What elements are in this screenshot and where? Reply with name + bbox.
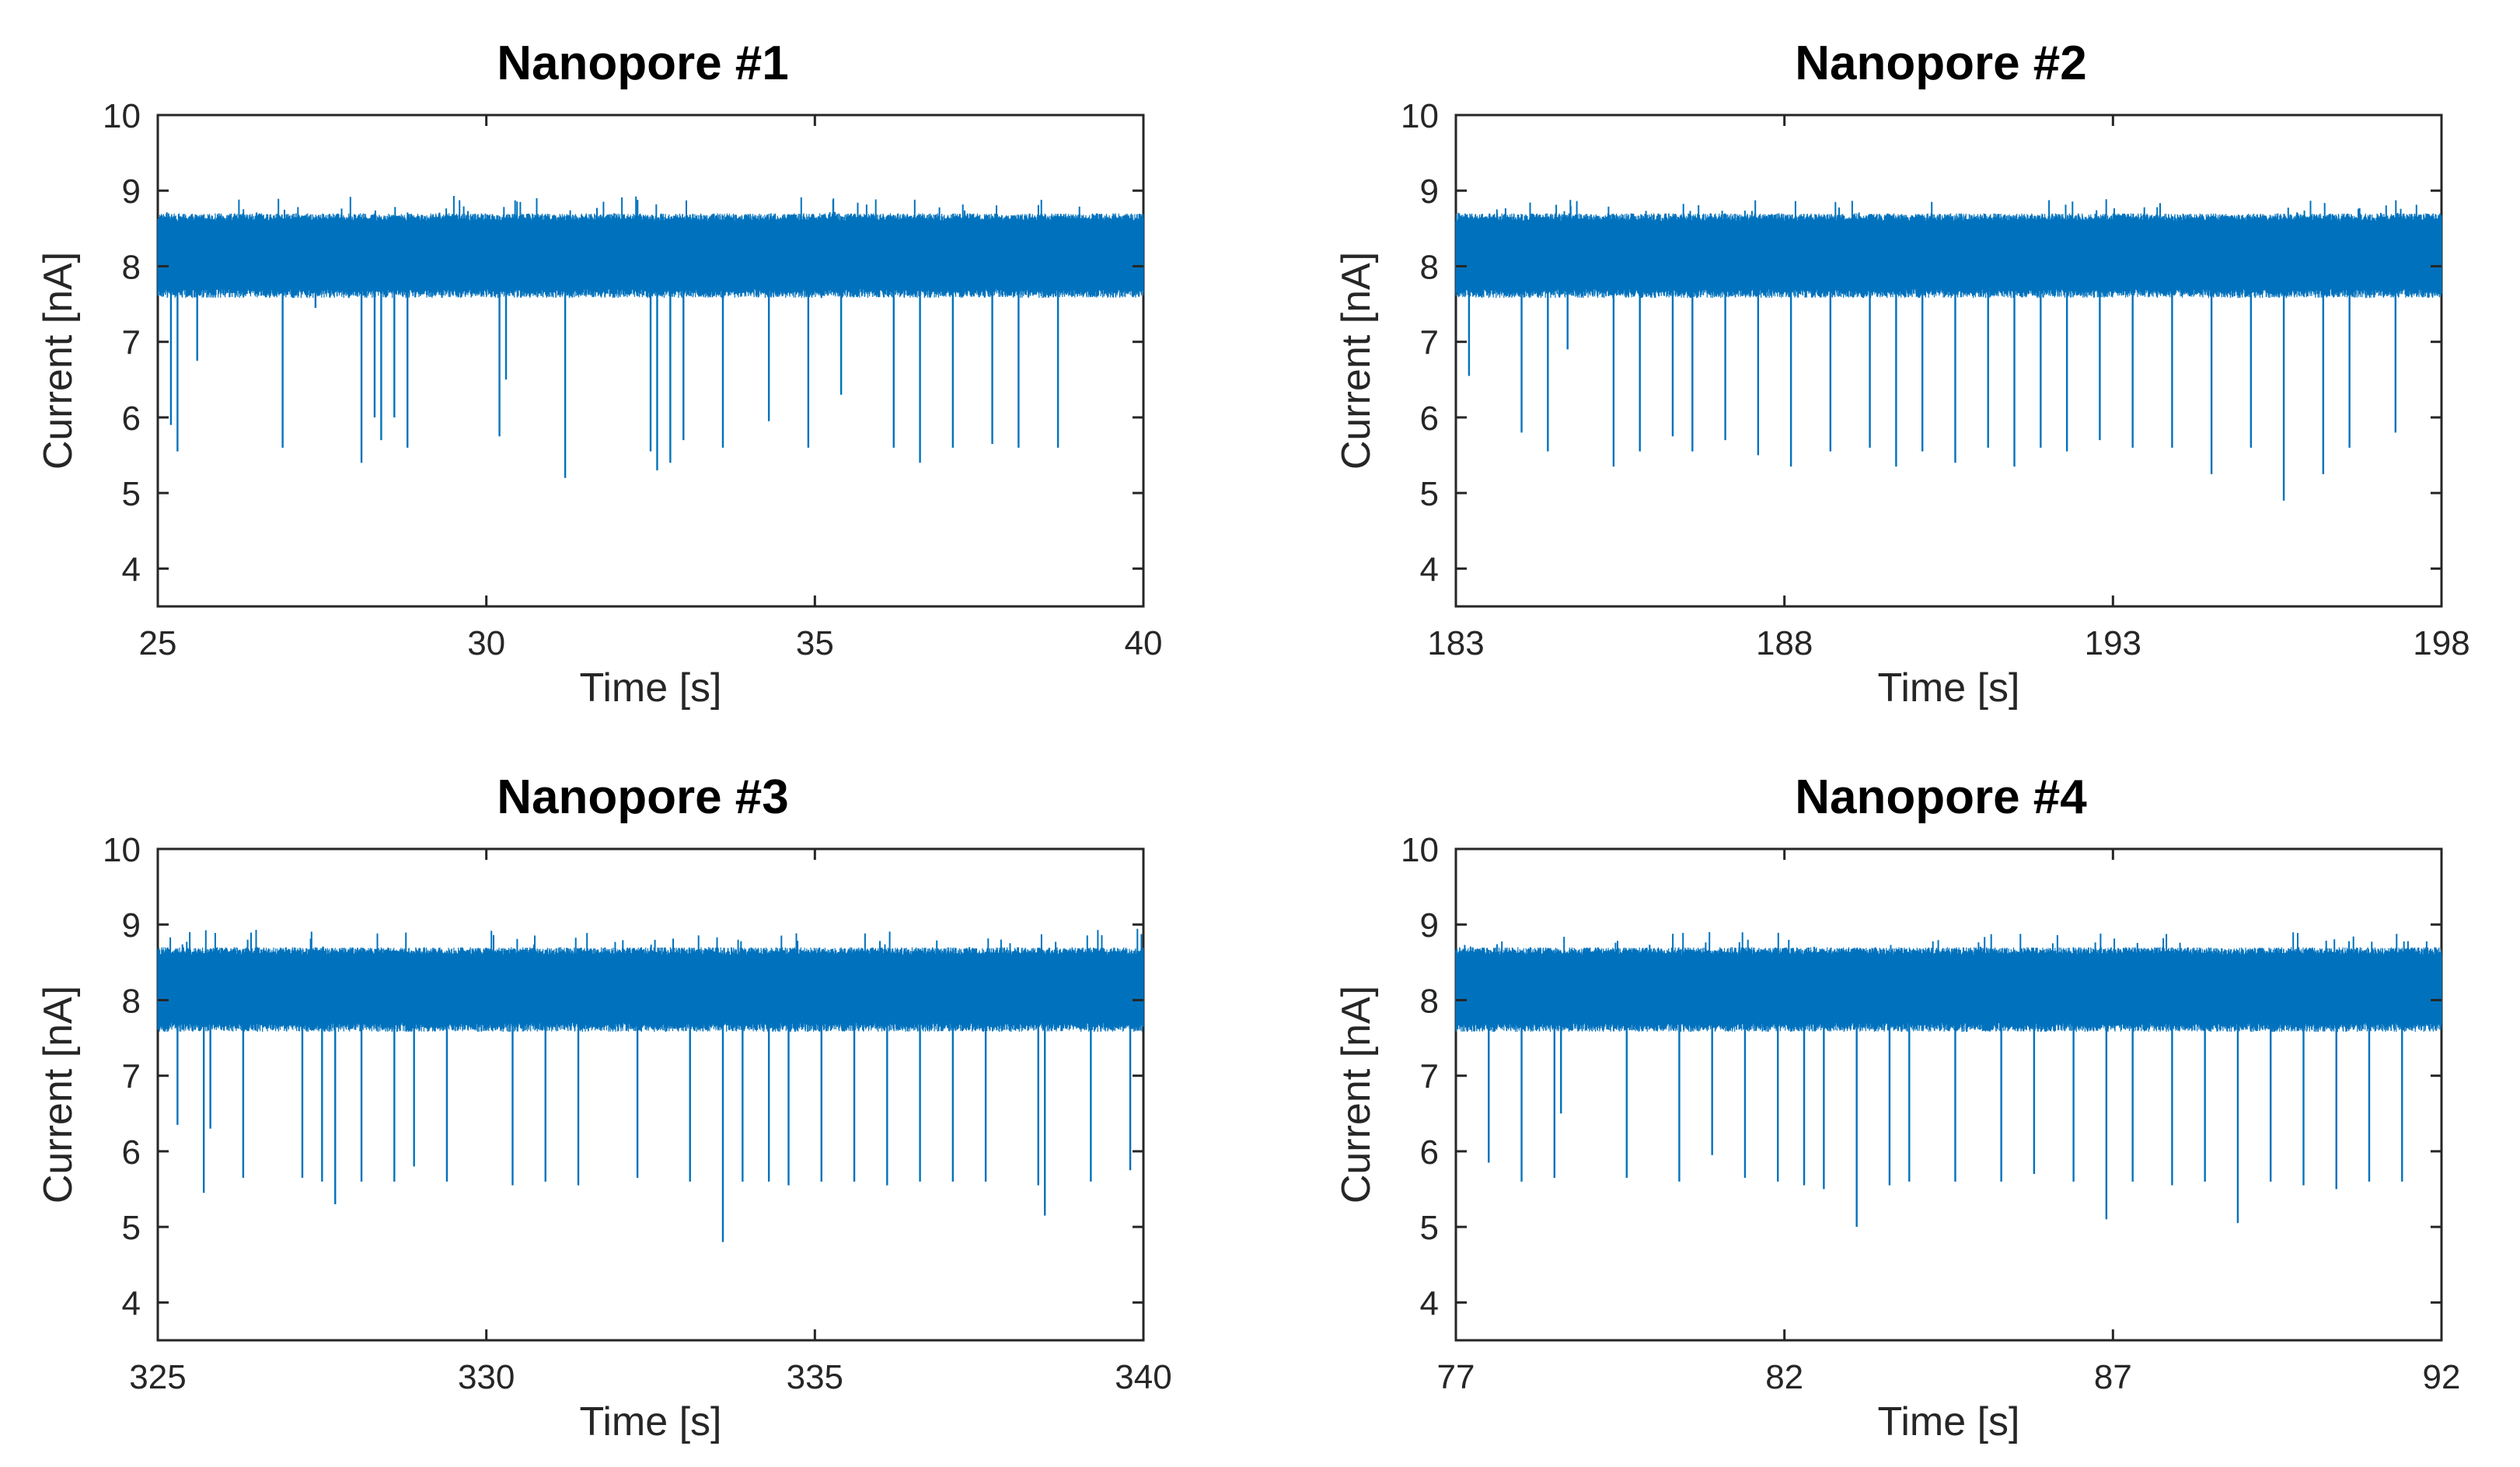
y-tick-label: 9 — [1420, 906, 1439, 945]
panel-title: Nanopore #3 — [497, 770, 789, 824]
y-tick-label: 9 — [122, 173, 141, 211]
tick-group: 183 188 193 198 4 5 6 7 8 9 10 — [1401, 97, 2470, 662]
x-tick-label: 340 — [1115, 1358, 1171, 1396]
y-tick-label: 6 — [1420, 400, 1439, 438]
x-tick-label: 82 — [1765, 1358, 1803, 1396]
tick-group: 325 330 335 340 4 5 6 7 8 9 10 — [103, 831, 1172, 1396]
y-tick-label: 4 — [1420, 550, 1439, 589]
y-tick-label: 10 — [103, 831, 141, 869]
panel-title: Nanopore #1 — [497, 37, 789, 90]
y-tick-label: 7 — [1420, 324, 1439, 362]
x-tick-label: 25 — [139, 624, 177, 662]
x-tick-label: 35 — [796, 624, 834, 662]
y-tick-label: 8 — [1420, 248, 1439, 286]
y-tick-label: 6 — [122, 1133, 141, 1172]
y-tick-label: 4 — [1420, 1284, 1439, 1322]
x-tick-label: 40 — [1125, 624, 1163, 662]
x-tick-label: 87 — [2094, 1358, 2132, 1396]
panel-nanopore-2: Nanopore #2 183 188 193 198 4 5 6 7 8 9 10 Time [s… — [1334, 37, 2470, 711]
y-axis-label: Current [nA] — [36, 252, 81, 470]
y-tick-label: 4 — [122, 1284, 141, 1322]
x-axis-label: Time [s] — [580, 665, 722, 711]
plot-area — [156, 847, 1145, 1342]
y-tick-label: 5 — [1420, 475, 1439, 513]
x-axis-label: Time [s] — [1878, 665, 2020, 711]
y-tick-label: 8 — [122, 982, 141, 1020]
x-axis-label: Time [s] — [580, 1399, 722, 1444]
trace-group — [1455, 932, 2442, 1228]
y-tick-label: 8 — [1420, 982, 1439, 1020]
x-axis-label: Time [s] — [1878, 1399, 2020, 1444]
panel-nanopore-3: Nanopore #3 325 330 335 340 4 5 6 7 8 9 10 Time [s… — [36, 770, 1172, 1444]
y-tick-label: 7 — [1420, 1058, 1439, 1096]
baseline-noise-trace — [1455, 213, 2442, 299]
y-tick-label: 5 — [122, 1209, 141, 1247]
y-tick-label: 6 — [1420, 1133, 1439, 1172]
trace-group — [157, 196, 1144, 478]
tick-group: 77 82 87 92 4 5 6 7 8 9 10 — [1401, 831, 2460, 1396]
y-tick-label: 6 — [122, 400, 141, 438]
baseline-noise-trace — [1455, 947, 2442, 1032]
y-tick-label: 8 — [122, 248, 141, 286]
panel-nanopore-4: Nanopore #4 77 82 87 92 4 5 6 7 8 9 10 Time [s] Cu… — [1334, 770, 2460, 1444]
y-tick-label: 7 — [122, 324, 141, 362]
upward-spikes — [1464, 932, 2428, 955]
y-axis-label: Current [nA] — [1334, 252, 1379, 470]
x-tick-label: 92 — [2423, 1358, 2461, 1396]
x-tick-label: 30 — [467, 624, 505, 662]
y-tick-label: 5 — [1420, 1209, 1439, 1247]
x-tick-label: 77 — [1437, 1358, 1475, 1396]
x-tick-label: 198 — [2413, 624, 2469, 662]
y-axis-label: Current [nA] — [36, 986, 81, 1203]
x-tick-label: 188 — [1756, 624, 1813, 662]
trace-group — [1455, 199, 2442, 501]
y-tick-label: 10 — [1401, 97, 1439, 135]
panel-title: Nanopore #2 — [1795, 37, 2087, 90]
plot-area — [1454, 114, 2443, 608]
y-tick-label: 9 — [1420, 173, 1439, 211]
x-tick-label: 183 — [1427, 624, 1484, 662]
y-tick-label: 10 — [1401, 831, 1439, 869]
upward-spikes — [169, 928, 1143, 955]
x-tick-label: 330 — [458, 1358, 515, 1396]
x-tick-label: 193 — [2085, 624, 2141, 662]
y-tick-label: 7 — [122, 1058, 141, 1096]
trace-group — [157, 928, 1144, 1242]
y-tick-label: 9 — [122, 906, 141, 945]
y-tick-label: 5 — [122, 475, 141, 513]
y-axis-label: Current [nA] — [1334, 986, 1379, 1203]
panel-title: Nanopore #4 — [1795, 770, 2087, 824]
baseline-noise-trace — [157, 213, 1144, 299]
x-tick-label: 335 — [787, 1358, 843, 1396]
y-tick-label: 4 — [122, 550, 141, 589]
x-tick-label: 325 — [129, 1358, 186, 1396]
baseline-noise-trace — [157, 947, 1144, 1032]
y-tick-label: 10 — [103, 97, 141, 135]
plot-area — [1454, 847, 2443, 1342]
upward-spikes — [166, 196, 1142, 222]
upward-spikes — [1457, 199, 2440, 222]
